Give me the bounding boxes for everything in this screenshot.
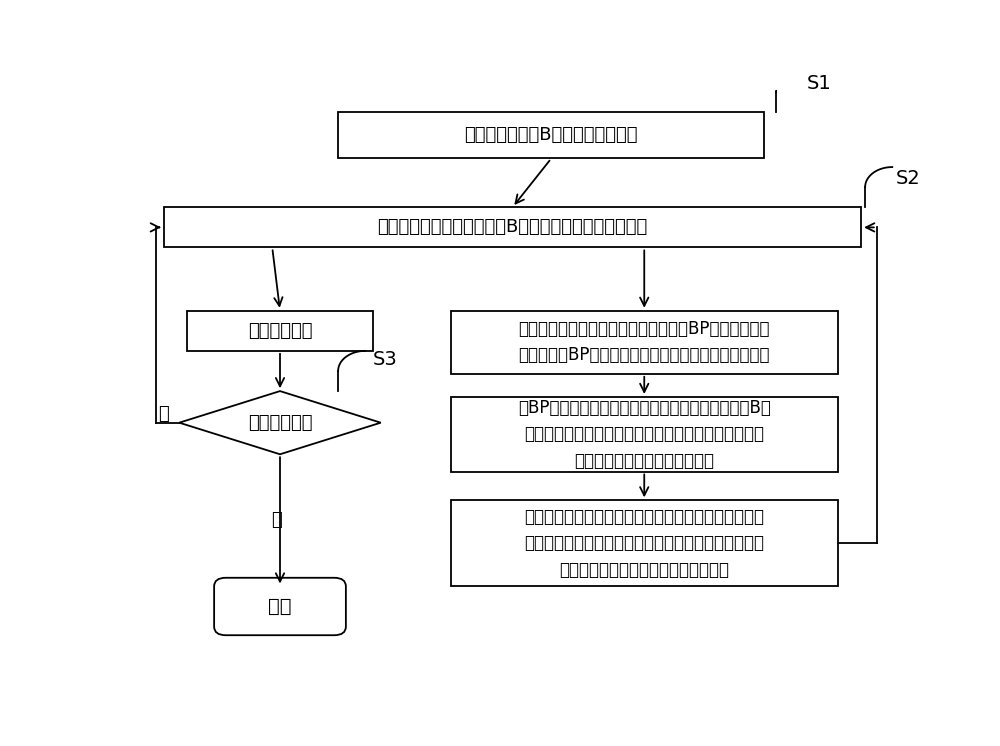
Text: 否: 否 xyxy=(158,405,169,423)
FancyBboxPatch shape xyxy=(164,207,861,248)
FancyBboxPatch shape xyxy=(450,501,838,586)
FancyBboxPatch shape xyxy=(338,113,764,158)
Text: 是: 是 xyxy=(271,511,282,530)
Text: 获取拟合得到的B样条曲线节点矢量: 获取拟合得到的B样条曲线节点矢量 xyxy=(464,127,638,145)
Text: 将反馈校正输出与原始加工轨迹曲线进行比较，利用牛
顿搜索路径法，预测出下一次插补的节点参数，将预测
出的节点参数作为当前节点的节点参数: 将反馈校正输出与原始加工轨迹曲线进行比较，利用牛 顿搜索路径法，预测出下一次插补… xyxy=(524,508,764,579)
Text: S3: S3 xyxy=(373,350,398,369)
Polygon shape xyxy=(179,391,381,454)
Text: 将BP神经网络插补模型输出的节点参数预测值代入B样
条曲线，获取预测插补点，计算预测插补点与实际插补
点的偏差与对应的反馈校正输出: 将BP神经网络插补模型输出的节点参数预测值代入B样 条曲线，获取预测插补点，计算… xyxy=(518,399,771,469)
Text: S1: S1 xyxy=(807,75,832,93)
Text: 结束: 结束 xyxy=(268,597,292,616)
FancyBboxPatch shape xyxy=(450,397,838,471)
Text: 进行插补动作: 进行插补动作 xyxy=(248,322,312,339)
Text: 将当前节点的节点参数代入B样条曲线，求出实际插补点: 将当前节点的节点参数代入B样条曲线，求出实际插补点 xyxy=(377,219,648,236)
Text: 将当前节点的节点参数输入到训练好的BP神经网络插补
模型，获取BP神经网络插补模型输出的节点参数预测值: 将当前节点的节点参数输入到训练好的BP神经网络插补 模型，获取BP神经网络插补模… xyxy=(518,320,770,365)
FancyBboxPatch shape xyxy=(450,310,838,374)
FancyBboxPatch shape xyxy=(187,310,373,351)
Text: 是否插补完成: 是否插补完成 xyxy=(248,414,312,432)
FancyBboxPatch shape xyxy=(214,577,346,636)
Text: S2: S2 xyxy=(896,169,921,188)
